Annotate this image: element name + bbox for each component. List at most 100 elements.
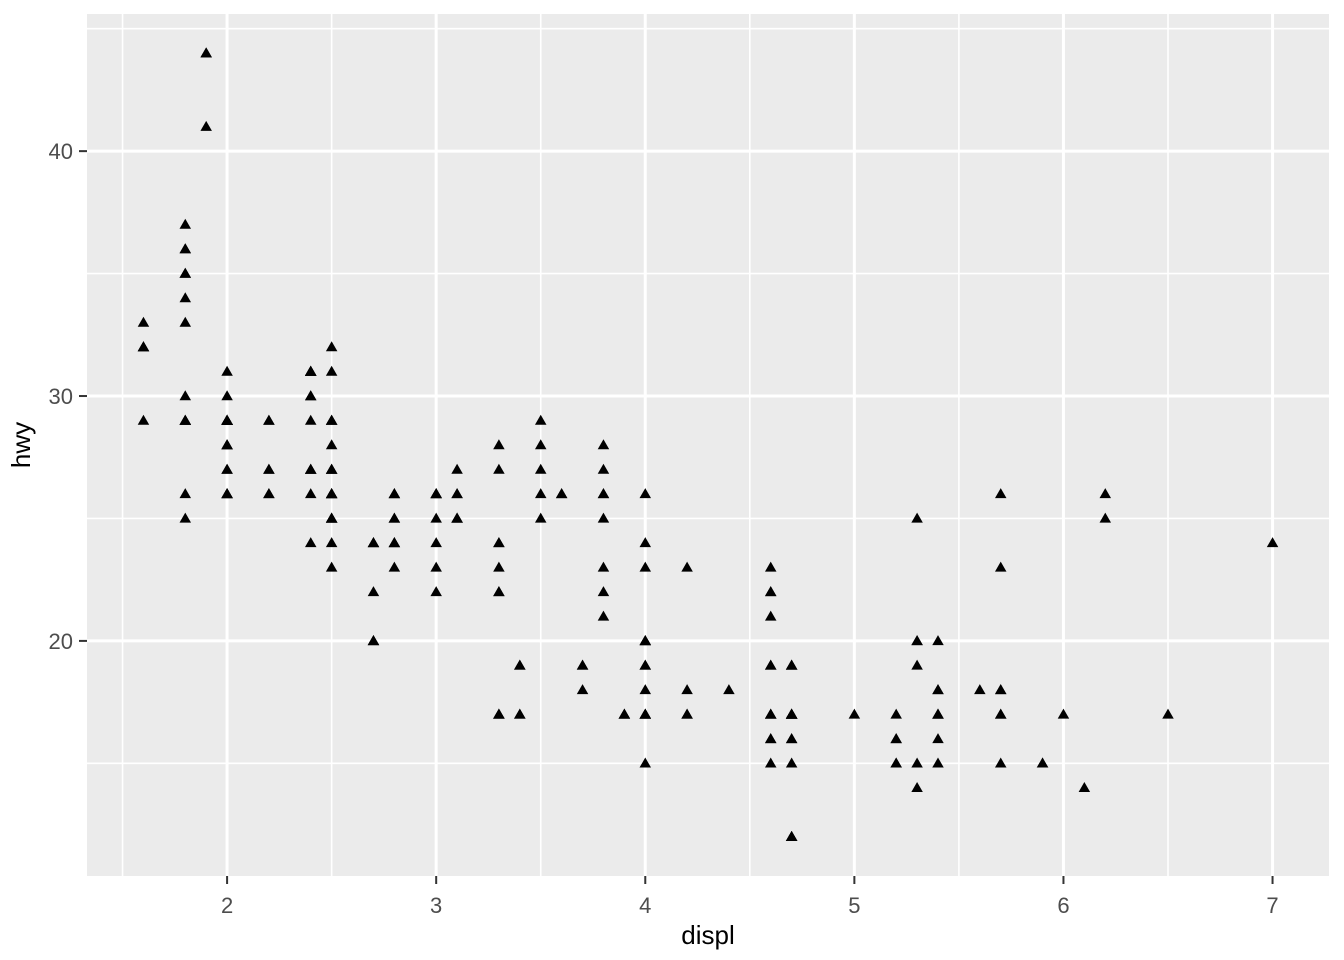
data-point-triangle xyxy=(681,708,693,719)
data-point-triangle xyxy=(911,757,923,768)
data-point-triangle xyxy=(137,341,150,352)
data-point-triangle xyxy=(639,561,652,572)
data-point-triangle xyxy=(890,708,902,719)
data-point-triangle xyxy=(367,537,380,548)
data-point-triangle xyxy=(221,365,233,376)
data-point-triangle xyxy=(304,537,317,548)
data-point-triangle xyxy=(764,733,777,744)
data-point-triangle xyxy=(388,561,401,572)
data-point-triangle xyxy=(597,488,610,499)
data-point-triangle xyxy=(304,390,317,401)
data-point-triangle xyxy=(367,586,380,597)
data-point-triangle xyxy=(1036,757,1049,768)
data-point-triangle xyxy=(325,365,338,376)
data-point-triangle xyxy=(785,708,798,719)
x-tick-label: 5 xyxy=(848,893,860,918)
data-point-triangle xyxy=(890,757,902,768)
data-point-triangle xyxy=(534,488,547,499)
data-point-triangle xyxy=(764,586,777,597)
x-axis-tick-labels: 2 3 4 5 6 7 xyxy=(221,893,1279,918)
data-point-triangle xyxy=(221,439,233,450)
data-point-triangle xyxy=(451,512,463,523)
data-point-triangle xyxy=(994,757,1007,768)
x-tick-label: 2 xyxy=(221,893,233,918)
data-point-triangle xyxy=(430,488,442,499)
data-point-triangle xyxy=(430,586,442,597)
data-point-triangle xyxy=(493,708,505,719)
data-point-triangle xyxy=(994,488,1007,499)
data-point-triangle xyxy=(639,708,652,719)
data-point-triangle xyxy=(911,782,923,793)
data-point-triangle xyxy=(179,390,192,401)
y-tick-label: 20 xyxy=(49,629,73,654)
data-point-triangle xyxy=(932,733,944,744)
data-point-triangle xyxy=(932,684,944,695)
data-point-triangle xyxy=(597,439,610,450)
data-point-triangle xyxy=(325,488,338,499)
data-point-triangle xyxy=(263,488,275,499)
data-point-triangle xyxy=(994,684,1007,695)
data-point-triangle xyxy=(179,488,192,499)
data-point-triangle xyxy=(179,218,192,229)
data-point-triangle xyxy=(785,733,798,744)
data-point-triangle xyxy=(430,512,442,523)
x-axis-title: displ xyxy=(681,920,734,950)
data-point-triangle xyxy=(304,365,317,376)
data-point-triangle xyxy=(534,414,547,425)
data-point-triangle xyxy=(785,757,798,768)
data-point-triangle xyxy=(304,463,317,474)
data-point-triangle xyxy=(1162,708,1174,719)
plot-panel xyxy=(87,14,1329,876)
data-point-triangle xyxy=(639,684,652,695)
y-axis-title: hwy xyxy=(6,422,36,468)
x-tick-label: 4 xyxy=(639,893,651,918)
data-point-triangle xyxy=(493,537,505,548)
data-point-triangle xyxy=(388,488,401,499)
data-point-triangle xyxy=(576,659,589,670)
data-point-triangle xyxy=(723,684,735,695)
data-point-triangle xyxy=(388,512,401,523)
data-point-triangle xyxy=(764,708,777,719)
data-point-triangle xyxy=(451,463,463,474)
data-point-triangle xyxy=(1078,782,1091,793)
data-point-triangle xyxy=(764,757,777,768)
data-point-triangle xyxy=(179,267,192,278)
data-point-triangle xyxy=(388,537,401,548)
data-point-triangle xyxy=(848,708,861,719)
data-point-triangle xyxy=(179,512,192,523)
panel-background-rect xyxy=(87,14,1329,876)
y-tick-label: 40 xyxy=(49,139,73,164)
data-point-triangle xyxy=(932,757,944,768)
data-point-triangle xyxy=(764,659,777,670)
grid-minor-lines xyxy=(87,14,1329,876)
data-point-triangle xyxy=(994,708,1007,719)
data-point-triangle xyxy=(1057,708,1070,719)
x-tick-label: 6 xyxy=(1057,893,1069,918)
data-point-triangle xyxy=(1099,512,1112,523)
data-point-triangle xyxy=(597,586,610,597)
data-point-triangle xyxy=(200,120,212,131)
y-axis-tick-labels: 20 30 40 xyxy=(49,139,73,654)
data-point-triangle xyxy=(534,463,547,474)
data-point-triangle xyxy=(932,635,944,646)
data-point-triangle xyxy=(597,561,610,572)
data-point-triangle xyxy=(534,439,547,450)
data-point-triangle xyxy=(785,659,798,670)
data-point-triangle xyxy=(597,512,610,523)
data-point-triangle xyxy=(325,561,338,572)
data-point-triangle xyxy=(430,561,442,572)
data-point-triangle xyxy=(514,708,526,719)
data-point-triangle xyxy=(911,659,923,670)
data-point-triangle xyxy=(555,488,568,499)
x-tick-label: 3 xyxy=(430,893,442,918)
data-point-triangle xyxy=(681,684,693,695)
data-point-triangle xyxy=(325,439,338,450)
data-point-triangle xyxy=(764,610,777,621)
data-point-triangle xyxy=(890,733,902,744)
data-point-triangle xyxy=(493,586,505,597)
data-point-triangle xyxy=(137,414,150,425)
data-point-triangle xyxy=(263,463,275,474)
data-point-triangle xyxy=(367,635,380,646)
data-point-triangle xyxy=(221,488,233,499)
